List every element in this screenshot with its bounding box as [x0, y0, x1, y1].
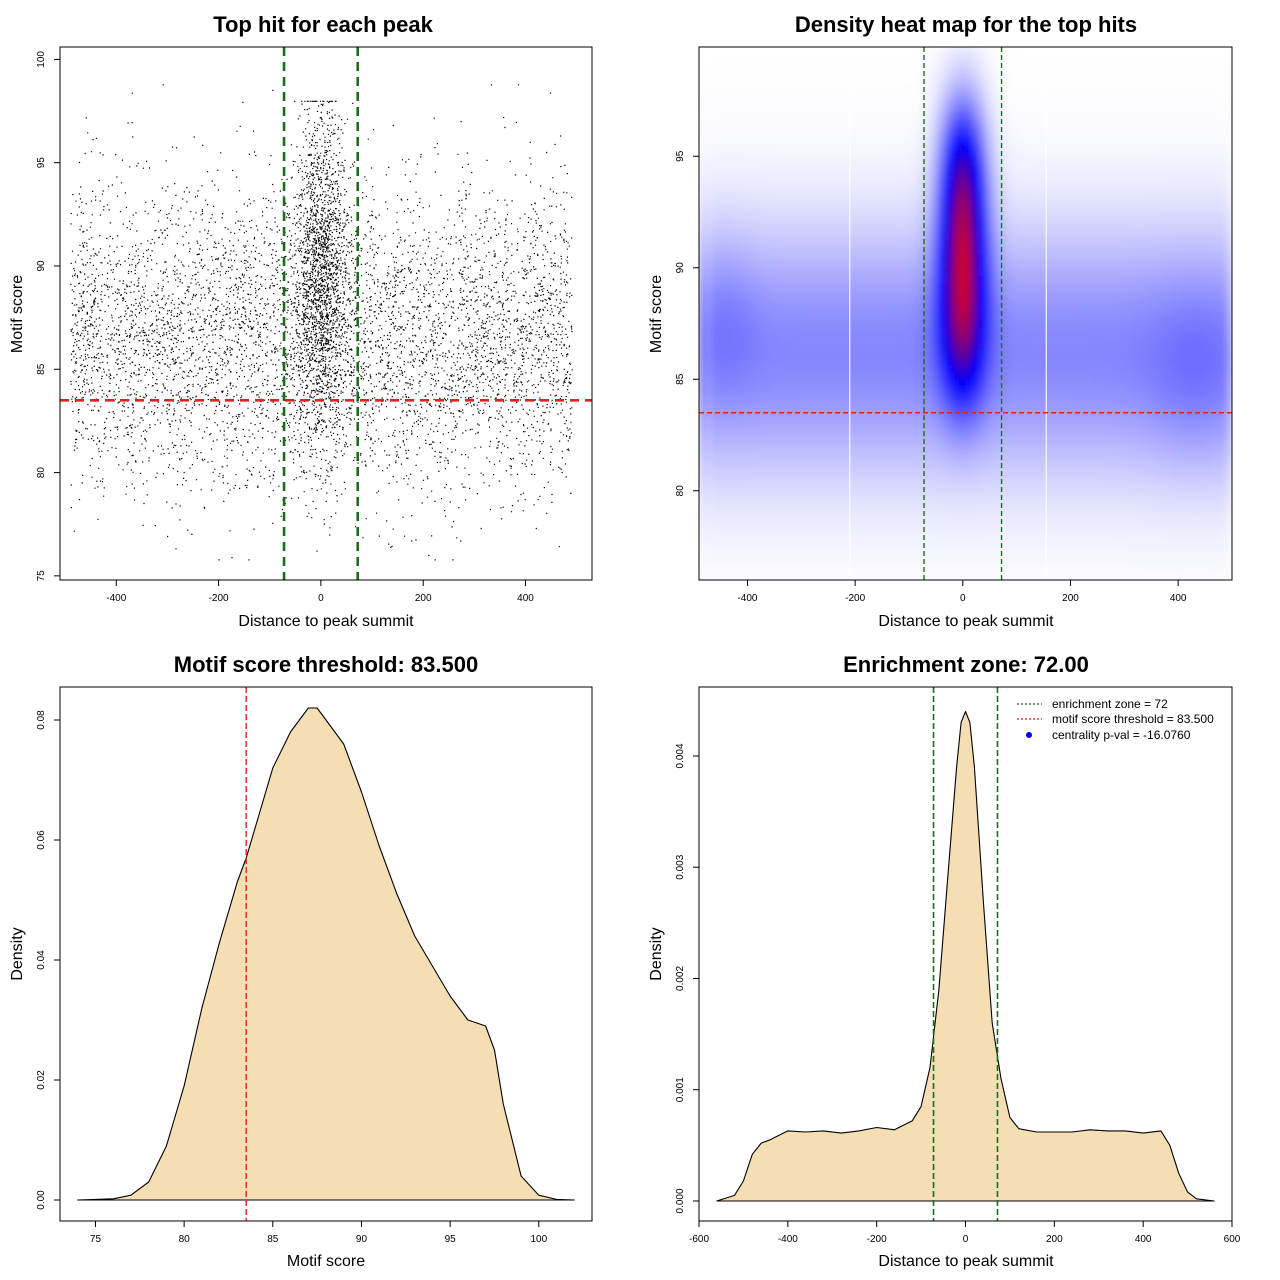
x-tick-label: -400 [778, 1234, 798, 1245]
x-tick-label: -200 [209, 593, 229, 604]
y-tick-label: 0.000 [675, 1188, 686, 1213]
distance-density-y-axis-label: Density [648, 927, 665, 980]
heatmap-y-axis-label: Motif score [648, 275, 665, 353]
x-tick-label: -200 [845, 593, 865, 604]
legend-label-centrality-pval: centrality p-val = -16.0760 [1052, 728, 1191, 742]
x-tick-label: 0 [963, 1234, 969, 1245]
x-tick-label: 90 [356, 1234, 368, 1245]
x-tick-label: 95 [445, 1234, 457, 1245]
x-tick-label: 600 [1224, 1234, 1241, 1245]
y-tick-label: 80 [36, 467, 47, 479]
distance-density-x-axis-label: Distance to peak summit [878, 1253, 1054, 1270]
y-tick-label: 95 [675, 150, 686, 162]
scatter-reference-lines [60, 47, 592, 580]
y-tick-label: 90 [675, 262, 686, 274]
legend-swatch-centrality-dot [1026, 732, 1032, 738]
score-density-x-axis-label: Motif score [287, 1253, 365, 1270]
x-tick-label: 85 [267, 1234, 279, 1245]
y-tick-label: 100 [36, 51, 47, 68]
distance-density-panel: Enrichment zone: 72.00 -600 -400 -200 0 200 4… [648, 652, 1241, 1270]
x-tick-label: -400 [106, 593, 126, 604]
scatter-panel: Top hit for each peak -400 -200 0 200 400 75… [9, 12, 593, 630]
y-tick-label: 75 [36, 570, 47, 582]
x-tick-label: -200 [867, 1234, 887, 1245]
heatmap-x-axis: -400 -200 0 200 400 [737, 580, 1187, 604]
y-tick-label: 90 [36, 260, 47, 272]
distance-density-curve [716, 710, 1215, 1202]
heatmap-plot-frame [698, 46, 1233, 581]
score-density-title: Motif score threshold: 83.500 [174, 652, 478, 677]
score-density-y-axis-label: Density [9, 927, 26, 980]
density-area [77, 707, 575, 1201]
score-density-x-axis: 75 80 85 90 95 100 [90, 1221, 548, 1245]
heatmap-x-axis-label: Distance to peak summit [878, 613, 1054, 630]
y-tick-label: 0.003 [675, 854, 686, 879]
y-tick-label: 80 [675, 485, 686, 497]
scatter-x-axis: -400 -200 0 200 400 [106, 580, 534, 604]
heatmap-y-axis: 80 85 90 95 [675, 150, 699, 496]
legend: enrichment zone = 72 motif score thresho… [1017, 697, 1214, 742]
score-density-curve [77, 707, 575, 1201]
x-tick-label: 200 [415, 593, 432, 604]
scatter-point-cloud [70, 84, 573, 561]
x-tick-label: 200 [1062, 593, 1079, 604]
x-tick-label: 80 [179, 1234, 191, 1245]
x-tick-label: -600 [689, 1234, 709, 1245]
distance-density-title: Enrichment zone: 72.00 [843, 652, 1089, 677]
x-tick-label: 200 [1046, 1234, 1063, 1245]
x-tick-label: 400 [517, 593, 534, 604]
heatmap-title: Density heat map for the top hits [795, 12, 1137, 37]
score-density-plot-frame [59, 686, 593, 1222]
scatter-x-axis-label: Distance to peak summit [238, 613, 414, 630]
y-tick-label: 85 [675, 373, 686, 385]
x-tick-label: -400 [737, 593, 757, 604]
x-tick-label: 400 [1170, 593, 1187, 604]
x-tick-label: 400 [1135, 1234, 1152, 1245]
y-tick-label: 0.02 [36, 1070, 47, 1090]
heatmap-density [699, 47, 1232, 580]
scatter-points [70, 84, 573, 561]
scatter-y-axis: 75 80 85 90 95 100 [36, 51, 60, 582]
heatmap-cells [699, 47, 1232, 580]
y-tick-label: 0.004 [675, 743, 686, 768]
y-tick-label: 0.06 [36, 830, 47, 850]
legend-label-enrichment-zone: enrichment zone = 72 [1052, 697, 1168, 711]
x-tick-label: 100 [530, 1234, 547, 1245]
scatter-plot-frame [59, 46, 593, 581]
y-tick-label: 0.08 [36, 710, 47, 730]
x-tick-label: 75 [90, 1234, 102, 1245]
score-density-panel: Motif score threshold: 83.500 75 80 85 90 95… [9, 652, 593, 1270]
distance-density-y-axis: 0.000 0.001 0.002 0.003 0.004 [675, 743, 699, 1213]
y-tick-label: 0.00 [36, 1190, 47, 1210]
y-tick-label: 0.04 [36, 950, 47, 970]
density-area [716, 710, 1215, 1202]
x-tick-label: 0 [318, 593, 324, 604]
distance-density-reference-lines [932, 687, 999, 1221]
distance-density-x-axis: -600 -400 -200 0 200 400 600 [689, 1221, 1241, 1245]
scatter-y-axis-label: Motif score [9, 275, 26, 353]
scatter-title: Top hit for each peak [213, 12, 433, 37]
heatmap-reference-lines [699, 47, 1232, 580]
heatmap-panel: Density heat map for the top hits -400 -2… [648, 12, 1233, 630]
score-density-y-axis: 0.00 0.02 0.04 0.06 0.08 [36, 710, 60, 1210]
y-tick-label: 95 [36, 157, 47, 169]
x-tick-label: 0 [960, 593, 966, 604]
y-tick-label: 0.002 [675, 966, 686, 991]
legend-label-motif-threshold: motif score threshold = 83.500 [1052, 712, 1214, 726]
y-tick-label: 85 [36, 363, 47, 375]
y-tick-label: 0.001 [675, 1077, 686, 1102]
